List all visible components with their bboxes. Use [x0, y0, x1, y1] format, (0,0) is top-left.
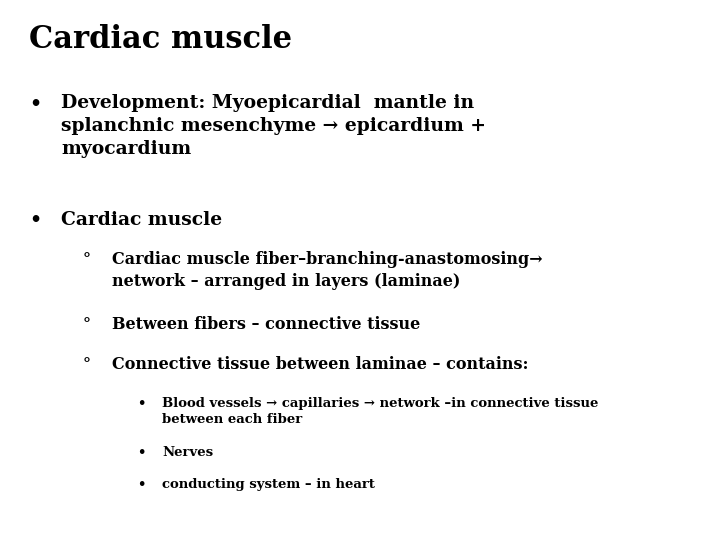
Text: •: • — [29, 211, 41, 228]
Text: Between fibers – connective tissue: Between fibers – connective tissue — [112, 316, 420, 333]
Text: •: • — [137, 397, 145, 410]
Text: •: • — [29, 94, 41, 112]
Text: •: • — [137, 446, 145, 458]
Text: Cardiac muscle fiber–branching-anastomosing→
network – arranged in layers (lamin: Cardiac muscle fiber–branching-anastomos… — [112, 251, 542, 289]
Text: °: ° — [83, 356, 91, 373]
Text: °: ° — [83, 316, 91, 333]
Text: °: ° — [83, 251, 91, 268]
Text: Connective tissue between laminae – contains:: Connective tissue between laminae – cont… — [112, 356, 528, 373]
Text: Cardiac muscle: Cardiac muscle — [61, 211, 222, 228]
Text: Development: Myoepicardial  mantle in
splanchnic mesenchyme → epicardium +
myoca: Development: Myoepicardial mantle in spl… — [61, 94, 486, 158]
Text: Blood vessels → capillaries → network –in connective tissue
between each fiber: Blood vessels → capillaries → network –i… — [162, 397, 598, 427]
Text: •: • — [137, 478, 145, 491]
Text: conducting system – in heart: conducting system – in heart — [162, 478, 375, 491]
Text: Cardiac muscle: Cardiac muscle — [29, 24, 292, 55]
Text: Nerves: Nerves — [162, 446, 213, 458]
